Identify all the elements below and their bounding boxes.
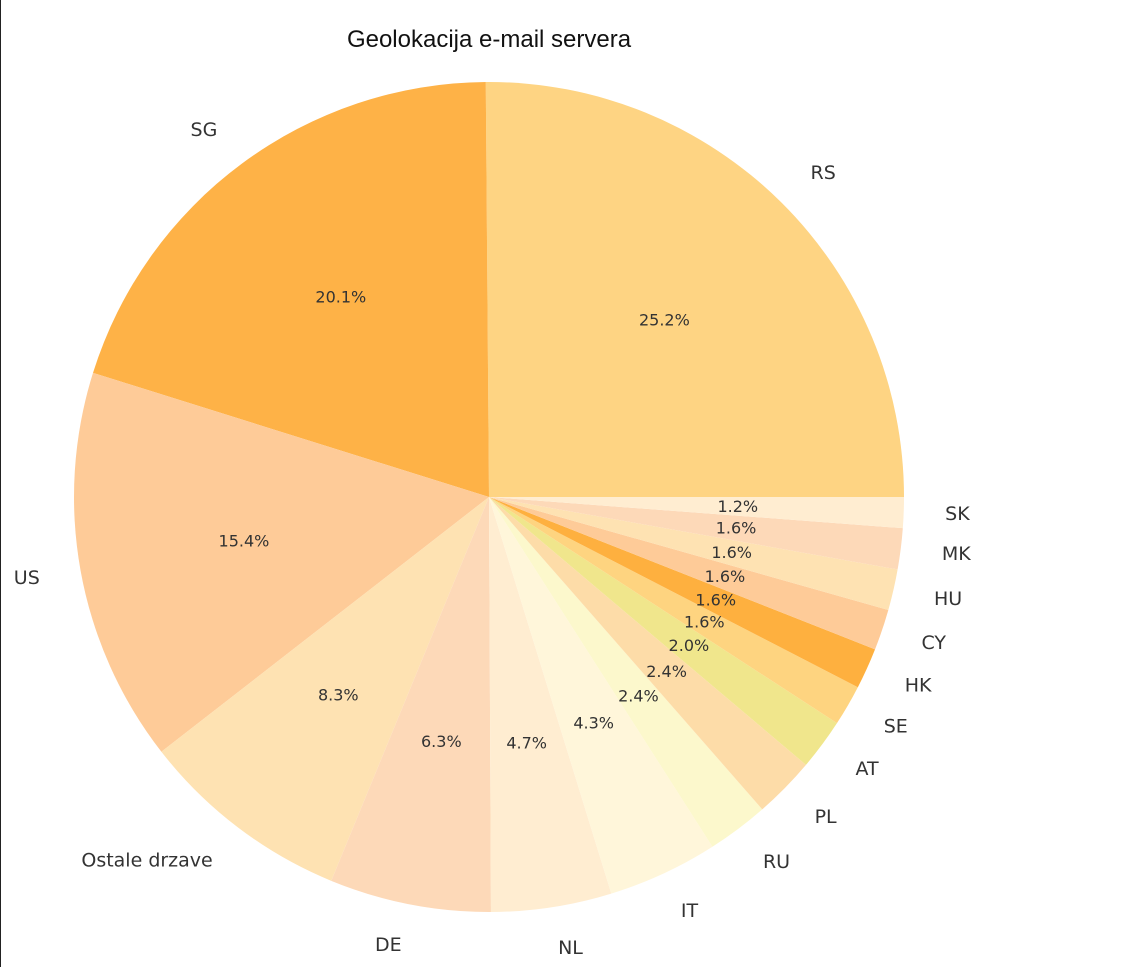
pie-slice-at — [489, 497, 837, 765]
percent-label-sg: 20.1% — [315, 287, 366, 306]
pie-slice-hu — [489, 497, 898, 610]
slice-label-at: AT — [855, 758, 879, 780]
pie-slice-cy — [489, 497, 889, 650]
pie-slice-pl — [489, 497, 806, 810]
percent-label-hu: 1.6% — [711, 543, 752, 562]
slices-layer — [74, 82, 904, 912]
pie-slice-de — [331, 497, 491, 912]
pie-slice-hk — [489, 497, 876, 688]
slice-label-sg: SG — [191, 119, 218, 141]
slice-label-hk: HK — [905, 675, 932, 697]
percent-label-mk: 1.6% — [716, 519, 757, 538]
slice-label-de: DE — [375, 934, 402, 956]
percent-label-ru: 2.4% — [618, 687, 659, 706]
slice-label-hu: HU — [934, 588, 962, 610]
pie-slice-ostale-drzave — [161, 497, 489, 881]
percent-label-de: 6.3% — [421, 732, 462, 751]
percent-label-ostale-drzave: 8.3% — [318, 686, 359, 705]
slice-label-sk: SK — [945, 503, 970, 525]
slice-label-ostale-drzave: Ostale drzave — [81, 849, 212, 871]
chart-title: Geolokacija e-mail servera — [347, 26, 632, 53]
pie-slice-se — [489, 497, 858, 724]
slice-label-it: IT — [681, 900, 699, 922]
percent-label-it: 4.3% — [573, 713, 614, 732]
slice-label-pl: PL — [815, 806, 837, 828]
percent-label-sk: 1.2% — [717, 497, 758, 516]
percent-label-hk: 1.6% — [695, 590, 736, 609]
pie-slice-mk — [489, 497, 903, 570]
slice-label-se: SE — [884, 715, 908, 737]
percent-labels-layer: 25.2%20.1%15.4%8.3%6.3% 4.7%4.3%2.4%2.4%2… — [219, 287, 759, 752]
slice-label-mk: MK — [942, 543, 971, 565]
slice-label-rs: RS — [811, 162, 836, 184]
slice-label-us: US — [14, 567, 40, 589]
slice-label-ru: RU — [763, 851, 790, 873]
percent-label-nl: 4.7% — [506, 734, 547, 753]
percent-label-se: 1.6% — [684, 613, 725, 632]
percent-label-us: 15.4% — [219, 532, 270, 551]
pie-slice-sk — [489, 497, 904, 529]
pie-slice-nl — [489, 497, 612, 912]
percent-label-cy: 1.6% — [705, 567, 746, 586]
percent-label-rs: 25.2% — [639, 311, 690, 330]
percent-label-at: 2.0% — [669, 636, 710, 655]
pie-slice-it — [489, 497, 713, 894]
pie-slice-ru — [489, 497, 763, 847]
slice-label-cy: CY — [921, 632, 946, 654]
pie-slice-sg — [93, 82, 489, 497]
slice-label-nl: NL — [558, 937, 583, 959]
percent-label-pl: 2.4% — [646, 662, 687, 681]
pie-slice-us — [74, 372, 490, 752]
pie-slice-rs — [485, 82, 904, 497]
